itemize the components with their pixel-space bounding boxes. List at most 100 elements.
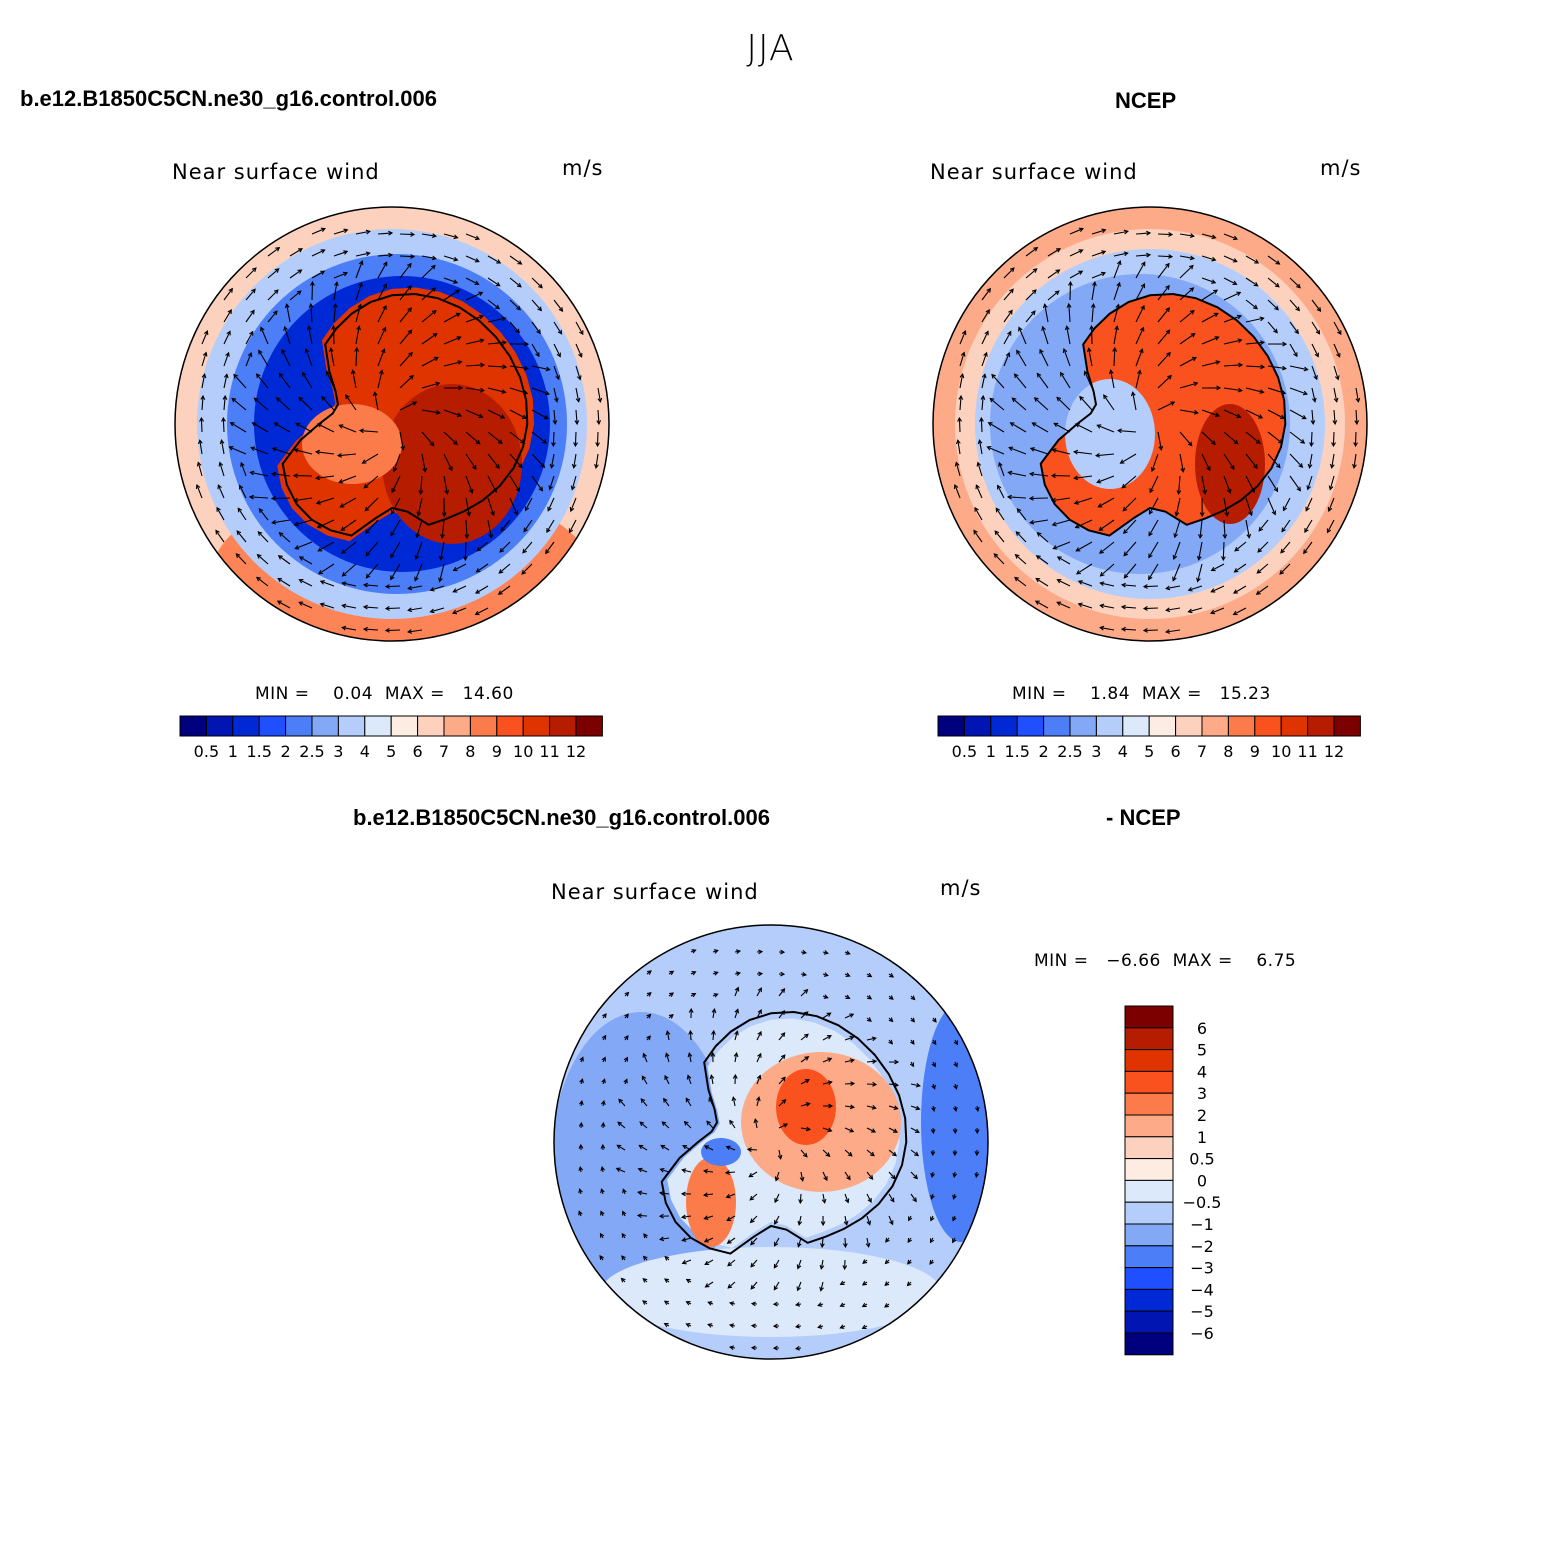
obs-map-wind-vector <box>1118 429 1137 433</box>
diff-map-vector-head <box>708 1096 713 1102</box>
diff-map-vector-head <box>668 1014 674 1019</box>
obs-map-vector-head <box>1140 283 1146 289</box>
diff-map-vector-head <box>624 991 630 997</box>
model-colorbar-swatch <box>364 715 392 737</box>
obs-map-wind-vector <box>987 446 1005 455</box>
obs-map-vector-head <box>1034 600 1040 605</box>
obs-map-wind-vector <box>1201 475 1206 494</box>
diff-map-wind-vector <box>775 1171 780 1181</box>
diff-map-vector-head <box>861 1281 867 1286</box>
diff-map-wind-vector <box>778 1054 786 1063</box>
diff-map-vector-head <box>796 1264 802 1270</box>
model-map-vector-head <box>250 309 255 315</box>
model-map-vector-head <box>479 387 485 393</box>
diff-map-vector-head <box>578 1099 584 1106</box>
obs-map-vector-head <box>1033 247 1039 252</box>
model-map-vector-head <box>545 366 551 372</box>
obs-map-wind-vector <box>1052 449 1071 455</box>
model-map-vector-head <box>277 577 283 583</box>
diff-map-vector-head <box>647 970 652 975</box>
diff-map-vector-head <box>658 1236 665 1242</box>
obs-map-vector-head <box>1232 258 1238 263</box>
diff-map-wind-vector <box>684 1121 692 1129</box>
diff-colorbar-swatch <box>1124 1179 1174 1203</box>
diff-map-wind-vector <box>822 1058 832 1063</box>
obs-map-wind-vector <box>1120 453 1137 464</box>
diff-map-vector-head <box>664 1052 670 1058</box>
model-map-wind-vector <box>364 497 379 512</box>
model-map-wind-vector <box>453 563 467 572</box>
obs-map-wind-vector <box>1052 497 1071 502</box>
model-map-vector-head <box>594 463 599 470</box>
diff-map-vector-head <box>646 992 652 997</box>
obs-map-wind-vector <box>1037 532 1049 543</box>
diff-map-wind-vector <box>750 1215 758 1223</box>
model-map-vector-head <box>278 372 284 378</box>
model-map-vector-head <box>497 590 503 595</box>
diff-map-wind-vector <box>888 1105 898 1110</box>
obs-colorbar-swatch <box>1148 715 1177 737</box>
model-map-vector-head <box>429 441 435 447</box>
model-map-vector-head <box>448 466 453 472</box>
model-map-vector-head <box>196 461 202 467</box>
obs-map-wind-vector <box>1047 269 1060 279</box>
diff-map-vector-head <box>952 1194 957 1200</box>
model-map-wind-vector <box>475 607 489 615</box>
diff-map-wind-vector <box>756 1053 762 1063</box>
diff-map-vector-head <box>750 1284 756 1290</box>
model-map-vector-head <box>281 348 286 354</box>
diff-map-vector-head <box>952 1216 957 1222</box>
diff-map-wind-vector <box>734 1009 739 1019</box>
diff-map-vector-head <box>707 1301 713 1306</box>
model-map-wind-vector <box>245 352 252 367</box>
diff-map-vector-head <box>953 1062 958 1068</box>
obs-map-wind-vector <box>1123 541 1137 556</box>
diff-map-vector-head <box>753 1118 759 1124</box>
obs-map-vector-head <box>1236 413 1242 419</box>
obs-map-vector-head <box>1142 628 1148 633</box>
obs-map-vector-head <box>1075 570 1081 575</box>
obs-map-wind-vector <box>1110 370 1115 389</box>
diff-map-vector-head <box>974 1151 980 1157</box>
obs-map-vector-head <box>1233 439 1239 445</box>
model-map-wind-vector <box>229 446 247 455</box>
diff-polar-map <box>553 924 989 1360</box>
diff-map-vector-head <box>781 1076 786 1082</box>
obs-map-vector-head <box>1206 466 1211 472</box>
diff-map-wind-vector <box>617 1144 626 1151</box>
model-map-wind-vector <box>201 374 206 389</box>
diff-map-vector-head <box>774 1241 779 1247</box>
model-map-vector-head <box>195 483 201 489</box>
model-map-vector-head <box>501 389 507 394</box>
obs-map-wind-vector <box>998 462 1005 477</box>
diff-map-vector-head <box>823 994 829 999</box>
obs-map-wind-vector <box>1149 497 1159 515</box>
model-map-vector-head <box>235 553 241 558</box>
model-map-wind-vector <box>523 519 533 532</box>
model-map-wind-vector <box>465 475 473 494</box>
model-map-vector-head <box>236 530 242 536</box>
diff-map-vector-head <box>636 1213 642 1219</box>
model-map-vector-head <box>516 305 521 311</box>
obs-map-wind-vector <box>1303 541 1313 554</box>
diff-map-wind-vector <box>710 1075 714 1085</box>
diff-map-vector-head <box>797 1242 802 1248</box>
obs-map-wind-vector <box>1078 603 1093 609</box>
diff-map-vector-head <box>578 1143 584 1149</box>
model-map-wind-vector <box>421 265 436 279</box>
diff-map-wind-vector <box>778 1076 786 1085</box>
obs-map-wind-vector <box>1096 475 1115 483</box>
obs-map-wind-vector <box>1143 629 1159 632</box>
model-map-vector-head <box>251 422 257 427</box>
model-map-vector-head <box>412 401 418 406</box>
obs-map-wind-vector <box>1066 326 1071 345</box>
model-map-vector-head <box>275 397 281 402</box>
obs-map-vector-head <box>1331 442 1336 448</box>
diff-map-vector-head <box>749 1218 755 1224</box>
obs-map-vector-head <box>957 416 962 422</box>
model-map-wind-vector <box>254 397 269 411</box>
obs-colorbar-tick-label: 7 <box>1197 742 1207 761</box>
diff-map-vector-head <box>734 1008 740 1014</box>
model-map-vector-head <box>298 396 304 402</box>
model-map-wind-vector <box>443 453 453 471</box>
